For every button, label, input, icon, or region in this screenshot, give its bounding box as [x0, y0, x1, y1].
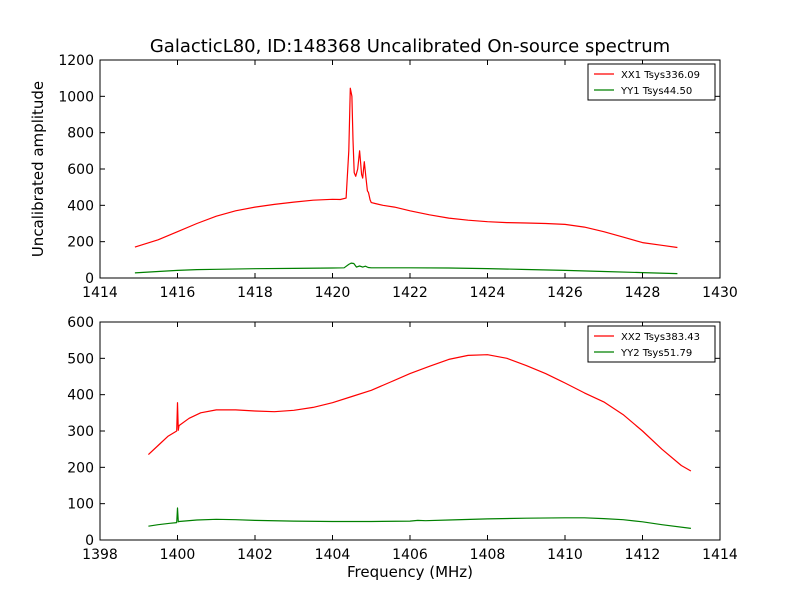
series-line-2-2 [148, 507, 691, 529]
x-tick-label: 1404 [315, 547, 351, 563]
y-tick-label: 500 [67, 351, 94, 367]
x-tick-label: 1428 [625, 285, 661, 301]
x-tick-label: 1422 [392, 285, 428, 301]
y-tick-label: 200 [67, 235, 94, 251]
x-axis-label: Frequency (MHz) [347, 563, 473, 581]
legend-box [587, 325, 716, 363]
x-tick-label: 1418 [237, 285, 273, 301]
y-tick-label: 100 [67, 497, 94, 513]
x-tick-label: 1412 [625, 547, 661, 563]
y-tick-label: 200 [67, 460, 94, 476]
series-line-1-1 [134, 87, 678, 249]
y-tick-label: 0 [85, 533, 94, 549]
legend-box [587, 63, 716, 101]
legend-label: YY2 Tsys51.79 [620, 348, 692, 359]
x-tick-label: 1414 [702, 547, 738, 563]
x-tick-label: 1416 [160, 285, 196, 301]
legend: XX1 Tsys336.09 YY1 Tsys44.50 [587, 63, 716, 101]
legend-label: XX2 Tsys383.43 [621, 332, 700, 343]
y-tick-label: 800 [67, 126, 94, 142]
y-tick-label: 400 [67, 198, 94, 214]
x-tick-label: 1398 [82, 547, 118, 563]
bottom-panel: 1398 1400 1402 1404 1406 1408 1410 1412 1414 0 100… [67, 315, 738, 563]
top-panel: 1414 1416 1418 1420 1422 1424 1426 1428 1430 0 200… [58, 53, 737, 301]
y-tick-label: 400 [67, 388, 94, 404]
chart-title: GalacticL80, ID:148368 Uncalibrated On-s… [150, 36, 670, 57]
x-tick-label: 1420 [315, 285, 351, 301]
y-tick-label: 600 [67, 315, 94, 331]
y-tick-label: 1200 [58, 53, 94, 69]
x-tick-label: 1400 [160, 547, 196, 563]
legend-label: YY1 Tsys44.50 [620, 86, 692, 97]
x-tick-label: 1410 [547, 547, 583, 563]
x-tick-label: 1430 [702, 285, 738, 301]
x-tick-label: 1408 [470, 547, 506, 563]
legend: XX2 Tsys383.43 YY2 Tsys51.79 [587, 325, 716, 363]
y-axis-label: Uncalibrated amplitude [29, 81, 47, 257]
series-line-1-2 [134, 262, 678, 275]
y-tick-label: 300 [67, 424, 94, 440]
y-tick-label: 1000 [58, 89, 94, 105]
x-tick-label: 1426 [547, 285, 583, 301]
y-tick-label: 600 [67, 162, 94, 178]
x-tick-label: 1402 [237, 547, 273, 563]
y-tick-label: 0 [85, 271, 94, 287]
x-tick-label: 1406 [392, 547, 428, 563]
x-tick-label: 1414 [82, 285, 118, 301]
x-tick-label: 1424 [470, 285, 506, 301]
series-line-2-1 [147, 354, 692, 472]
legend-label: XX1 Tsys336.09 [621, 70, 700, 81]
